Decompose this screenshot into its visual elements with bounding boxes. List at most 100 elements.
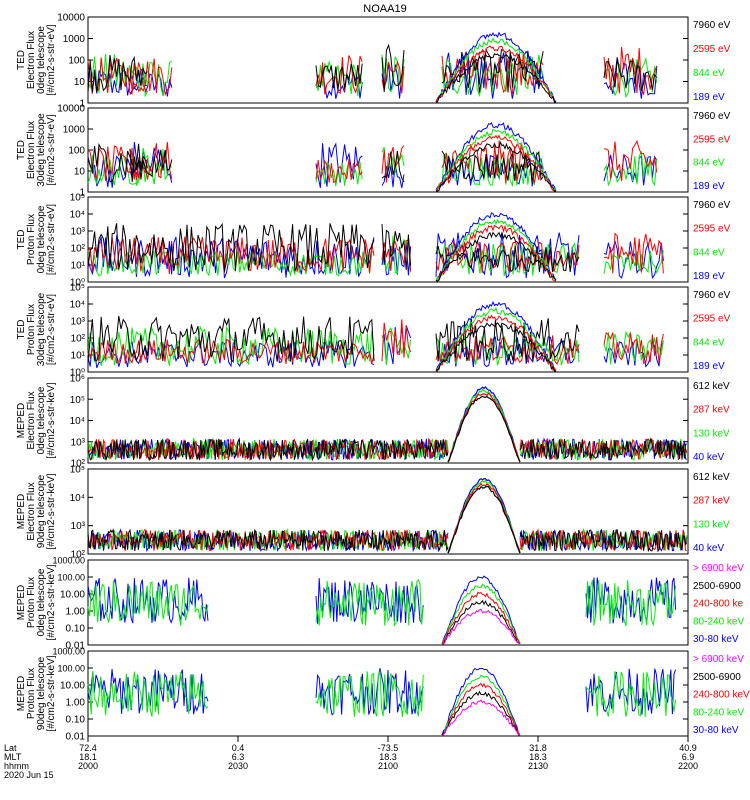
y-axis-label-line: TED (16, 140, 27, 160)
y-axis-label: MEPEDProton Flux90deg telescope[#/cm2-s-… (16, 655, 57, 731)
trace-black (87, 438, 449, 462)
trace-blue (603, 57, 658, 99)
y-tick-label: 10² (71, 244, 86, 255)
legend-entry: 844 eV (693, 158, 725, 169)
y-tick-label: 10⁴ (70, 210, 85, 221)
y-axis-label-line: 0deg telescope (36, 386, 47, 454)
trace-red (129, 142, 173, 181)
y-axis-label-line: 0deg telescope (36, 205, 47, 273)
data-traces (87, 300, 664, 372)
trace-peak-blue (441, 575, 521, 645)
trace-peak-blue (441, 667, 521, 736)
legend-entry: 2595 eV (693, 134, 731, 145)
y-tick-label: 0.01 (66, 641, 86, 652)
y-tick-label: 10⁵ (70, 283, 85, 294)
y-tick-label: 10³ (71, 437, 86, 448)
y-axis-label: MEPEDElectron Flux90deg telescope[#/cm2-… (16, 473, 57, 549)
trace-red (129, 58, 173, 97)
trace-red (87, 236, 375, 274)
y-axis-label-line: [#/cm2-s-str-eV] (46, 24, 57, 95)
y-tick-label: 1000.00 (52, 556, 85, 566)
y-tick-label: 100 (68, 146, 85, 157)
trace-red (381, 145, 405, 183)
legend-entry: 287 keV (693, 496, 730, 507)
legend-entry: 130 keV (693, 519, 730, 530)
x-tick-label: 2200 (678, 761, 698, 771)
trace-peak-green (435, 37, 556, 103)
y-tick-label: 10⁵ (70, 193, 85, 204)
y-axis-label-line: [#/cm2-s-str-keV] (46, 564, 57, 640)
legend-entry: 7960 eV (693, 20, 731, 31)
y-axis-label-line: TED (16, 230, 27, 250)
y-axis-label-line: 30deg telescope (36, 113, 47, 187)
trace-black (435, 318, 580, 363)
trace-green (585, 671, 677, 718)
trace-black (87, 55, 148, 93)
y-axis-label-line: [#/cm2-s-str-keV] (46, 473, 57, 549)
x-tick-label: 6.9 (682, 752, 695, 762)
y-tick-label: 1 (79, 188, 85, 199)
y-axis-label-line: [#/cm2-s-str-keV] (46, 655, 57, 731)
y-tick-label: 1 (79, 99, 85, 110)
data-traces (87, 477, 688, 554)
panel-7: 1000.00 100.00 10.00 1.00 0.10 0.01 MEPEDProto… (16, 556, 744, 652)
trace-green (129, 147, 173, 186)
trace-black (441, 150, 544, 182)
legend-entry: 7960 eV (693, 290, 731, 301)
y-tick-label: 1.00 (66, 698, 86, 709)
legend-entry: 7960 eV (693, 200, 731, 211)
trace-peak-red (436, 224, 557, 282)
y-axis-label-line: [#/cm2-s-str-keV] (46, 382, 57, 458)
x-tick-label: 31.8 (529, 743, 547, 753)
y-axis-label-line: 30deg telescope (36, 292, 47, 366)
trace-green (87, 580, 209, 626)
trace-peak-black (441, 690, 520, 736)
y-axis-label-line: MEPED (16, 585, 27, 621)
date-label: 2020 Jun 15 (4, 770, 54, 780)
figure-title: NOAA19 (363, 3, 406, 15)
trace-peak-blue (435, 31, 557, 103)
legend-entry: 2595 eV (693, 224, 731, 235)
legend-entry: 40 keV (693, 543, 724, 554)
legend-entry: > 6900 keV (693, 654, 744, 665)
y-axis-label-line: Proton Flux (26, 214, 37, 265)
trace-peak-black (435, 231, 557, 282)
legend-entry: 2595 eV (693, 44, 731, 55)
data-traces (87, 667, 677, 736)
trace-peak-magenta (442, 608, 521, 645)
y-tick-label: 10⁴ (70, 416, 85, 427)
trace-blue (435, 232, 580, 279)
trace-peak-green (435, 306, 557, 372)
trace-red (603, 46, 658, 95)
y-tick-label: 10¹ (71, 261, 86, 272)
y-axis-label: TEDProton Flux30deg telescope[#/cm2-s-st… (16, 292, 57, 366)
legend-entry: > 6900 keV (693, 563, 744, 574)
panel-3: 10⁵ 10⁴ 10³ 10² 10¹ 10⁰ TEDProton Flux0deg tel… (16, 193, 731, 289)
legend-entry: 80-240 keV (693, 616, 744, 627)
trace-black (381, 151, 405, 183)
data-traces (87, 575, 677, 645)
trace-red (315, 158, 363, 183)
data-traces (87, 212, 664, 282)
x-tick-label: 18.3 (379, 752, 397, 762)
trace-red (87, 529, 449, 552)
y-tick-label: 1000 (63, 125, 86, 136)
trace-black (87, 315, 375, 364)
trace-green (87, 671, 209, 717)
y-axis-label: TEDElectron Flux0deg telescope[#/cm2-s-s… (16, 24, 57, 95)
y-tick-label: 0.10 (66, 624, 86, 635)
trace-green (315, 160, 363, 186)
trace-red (603, 232, 664, 274)
data-traces (87, 122, 658, 192)
trace-black (381, 43, 405, 93)
y-axis-label-line: [#/cm2-s-str-eV] (46, 294, 57, 365)
panel-6: 10⁵ 10⁴ 10³ 10² MEPEDElectron Flux90deg tele… (16, 465, 730, 561)
legend-entry: 2500-6900 (693, 672, 741, 683)
trace-black (315, 63, 363, 90)
x-tick-label: 0.4 (232, 743, 245, 753)
panel-frame (87, 107, 689, 193)
legend-entry: 189 eV (693, 361, 725, 372)
y-tick-label: 10⁴ (70, 300, 85, 311)
